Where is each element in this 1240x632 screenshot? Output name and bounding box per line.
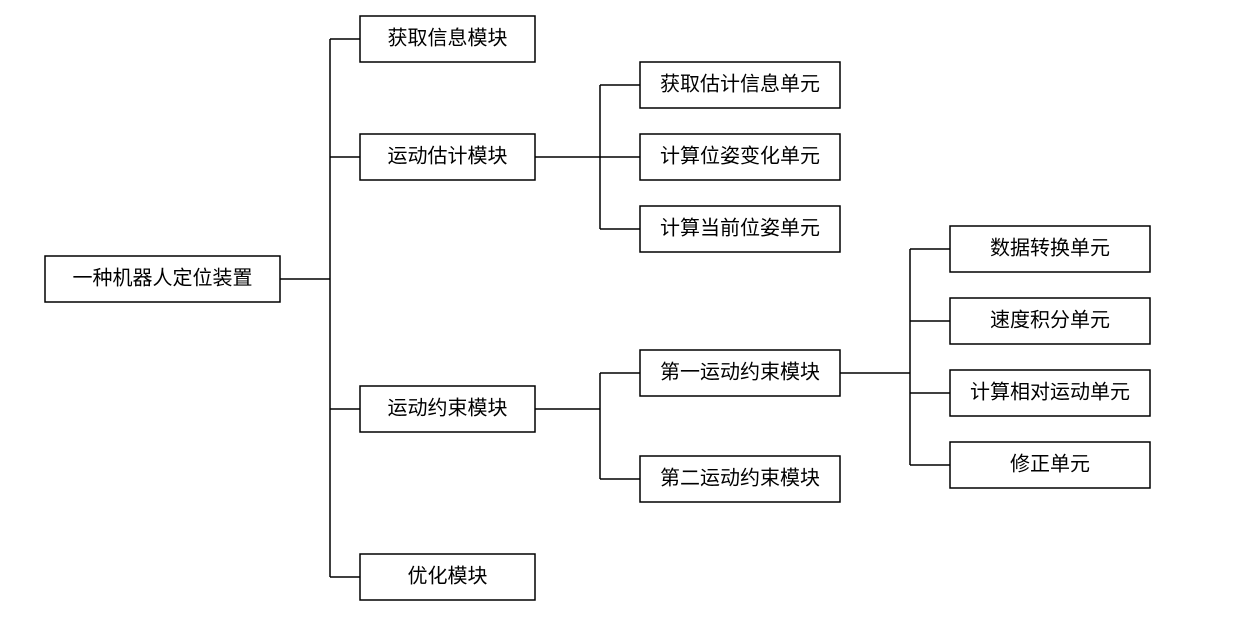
- node-label-m4: 优化模块: [408, 565, 488, 588]
- node-label-u1: 获取估计信息单元: [660, 73, 820, 96]
- node-label-r2: 速度积分单元: [990, 309, 1110, 332]
- node-label-u2: 计算位姿变化单元: [660, 145, 820, 168]
- node-label-r3: 计算相对运动单元: [970, 381, 1130, 404]
- node-label-r4: 修正单元: [1010, 453, 1090, 476]
- node-label-u3: 计算当前位姿单元: [660, 217, 820, 240]
- node-label-c2: 第二运动约束模块: [660, 467, 820, 490]
- node-label-m3: 运动约束模块: [388, 397, 508, 420]
- node-label-c1: 第一运动约束模块: [660, 361, 820, 384]
- node-label-m1: 获取信息模块: [388, 27, 508, 50]
- node-label-root: 一种机器人定位装置: [73, 267, 253, 290]
- node-label-m2: 运动估计模块: [388, 145, 508, 168]
- node-label-r1: 数据转换单元: [990, 237, 1110, 260]
